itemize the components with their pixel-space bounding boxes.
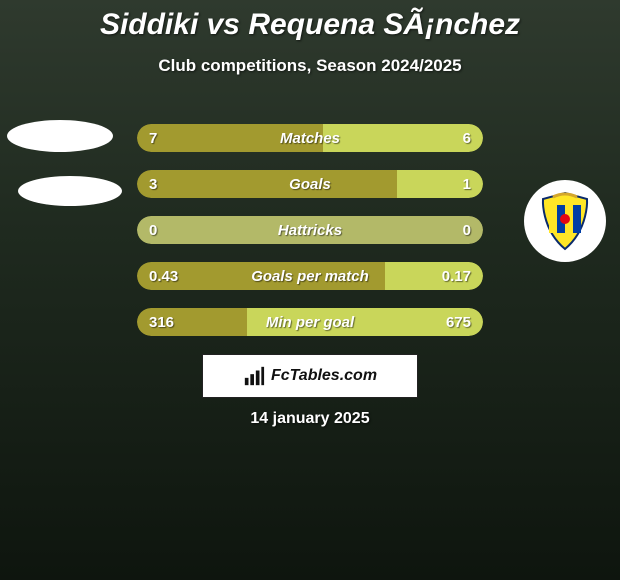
bar-chart-icon bbox=[243, 365, 265, 387]
player1-photo-placeholder bbox=[7, 120, 113, 152]
player1-club-placeholder bbox=[18, 176, 122, 206]
stat-label: Min per goal bbox=[137, 308, 483, 336]
villarreal-crest-icon bbox=[535, 191, 595, 251]
stat-label: Goals per match bbox=[137, 262, 483, 290]
page-title: Siddiki vs Requena SÃ¡nchez bbox=[0, 0, 620, 42]
stat-label: Hattricks bbox=[137, 216, 483, 244]
brand-label: FcTables.com bbox=[271, 367, 377, 385]
stats-bar-list: 76Matches 31Goals 00Hattricks 0.430.17Goals… bbox=[137, 124, 483, 354]
stat-row: 31Goals bbox=[137, 170, 483, 198]
stat-label: Goals bbox=[137, 170, 483, 198]
page-subtitle: Club competitions, Season 2024/2025 bbox=[0, 56, 620, 76]
stat-row: 76Matches bbox=[137, 124, 483, 152]
stat-row: 00Hattricks bbox=[137, 216, 483, 244]
comparison-card: Siddiki vs Requena SÃ¡nchez Club competi… bbox=[0, 0, 620, 580]
stat-row: 0.430.17Goals per match bbox=[137, 262, 483, 290]
brand-badge[interactable]: FcTables.com bbox=[202, 354, 418, 398]
player2-club-crest bbox=[524, 180, 606, 262]
stat-label: Matches bbox=[137, 124, 483, 152]
date-label: 14 january 2025 bbox=[0, 410, 620, 428]
stat-row: 316675Min per goal bbox=[137, 308, 483, 336]
